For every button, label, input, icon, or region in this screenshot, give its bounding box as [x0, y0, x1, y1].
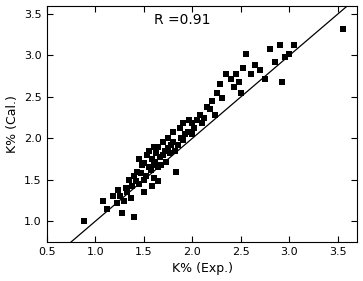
Point: [104, 207, 110, 211]
Point: [182, 132, 188, 136]
Point: [286, 51, 292, 56]
Point: [151, 144, 156, 149]
Point: [340, 26, 346, 31]
Point: [170, 130, 176, 134]
Point: [272, 60, 278, 64]
Point: [175, 143, 181, 147]
Point: [212, 113, 217, 117]
Point: [158, 163, 164, 167]
Point: [151, 176, 156, 180]
Point: [149, 184, 155, 189]
Point: [136, 182, 142, 186]
Point: [231, 85, 237, 89]
Point: [219, 96, 224, 101]
Point: [148, 167, 154, 172]
Point: [243, 51, 249, 56]
Point: [131, 215, 137, 219]
Point: [173, 169, 179, 174]
Point: [162, 149, 168, 153]
Point: [267, 46, 273, 51]
Point: [81, 219, 86, 223]
Point: [155, 144, 161, 149]
Point: [291, 43, 297, 48]
Point: [125, 190, 130, 194]
Point: [209, 99, 215, 103]
Point: [123, 186, 129, 190]
Point: [217, 82, 223, 87]
Point: [253, 63, 258, 67]
Point: [170, 140, 176, 145]
Point: [277, 43, 283, 48]
Point: [189, 132, 195, 136]
Point: [122, 198, 127, 203]
Point: [136, 157, 142, 161]
Point: [165, 136, 171, 140]
Point: [146, 165, 152, 170]
Point: [233, 71, 239, 76]
Point: [131, 173, 137, 178]
Point: [180, 138, 185, 142]
Point: [189, 121, 195, 126]
Point: [134, 169, 140, 174]
Point: [155, 165, 161, 170]
Point: [126, 178, 132, 182]
Point: [119, 211, 125, 215]
Point: [167, 151, 173, 155]
Point: [110, 194, 116, 199]
Point: [115, 187, 121, 192]
Point: [117, 194, 122, 199]
Y-axis label: K% (Cal.): K% (Cal.): [5, 95, 19, 153]
Point: [172, 149, 178, 153]
Point: [178, 136, 184, 140]
Point: [160, 153, 166, 157]
Point: [141, 161, 147, 166]
Point: [154, 151, 159, 155]
Point: [228, 76, 234, 81]
Point: [114, 201, 119, 205]
Point: [158, 154, 163, 159]
Text: R =0.91: R =0.91: [154, 13, 210, 27]
X-axis label: K% (Exp.): K% (Exp.): [172, 262, 233, 275]
Point: [191, 126, 197, 131]
Point: [194, 118, 200, 122]
Point: [138, 171, 144, 175]
Point: [214, 90, 220, 95]
Point: [262, 76, 268, 81]
Point: [238, 90, 244, 95]
Point: [168, 143, 174, 147]
Point: [141, 190, 147, 194]
Point: [139, 163, 145, 167]
Point: [180, 121, 185, 126]
Point: [236, 80, 242, 84]
Point: [155, 179, 161, 184]
Point: [187, 118, 192, 122]
Point: [100, 198, 106, 203]
Point: [248, 71, 253, 76]
Point: [163, 159, 169, 164]
Point: [152, 159, 158, 164]
Point: [151, 163, 156, 167]
Point: [143, 173, 149, 178]
Point: [240, 65, 246, 70]
Point: [199, 121, 205, 126]
Point: [279, 80, 285, 84]
Point: [133, 179, 139, 184]
Point: [149, 157, 155, 161]
Point: [129, 183, 135, 188]
Point: [185, 130, 191, 134]
Point: [204, 105, 210, 109]
Point: [165, 146, 171, 151]
Point: [197, 113, 203, 117]
Point: [160, 140, 166, 145]
Point: [146, 149, 152, 153]
Point: [201, 115, 207, 120]
Point: [257, 68, 263, 72]
Point: [224, 71, 229, 76]
Point: [207, 107, 213, 112]
Point: [128, 196, 134, 200]
Point: [144, 153, 150, 157]
Point: [177, 126, 183, 131]
Point: [282, 55, 287, 59]
Point: [141, 178, 147, 182]
